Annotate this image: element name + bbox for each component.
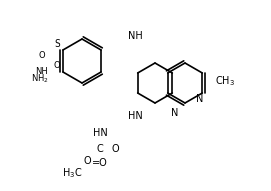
Text: NH: NH xyxy=(128,31,142,41)
Text: N: N xyxy=(196,94,204,104)
Text: S: S xyxy=(54,39,60,49)
Text: O: O xyxy=(111,144,119,154)
Text: $\mathregular{H_3C}$: $\mathregular{H_3C}$ xyxy=(62,166,82,180)
Text: O: O xyxy=(39,52,45,61)
Text: C: C xyxy=(97,144,103,154)
Text: NH: NH xyxy=(36,66,49,75)
Text: $\mathregular{NH_2}$: $\mathregular{NH_2}$ xyxy=(31,73,49,85)
Text: HN: HN xyxy=(93,128,107,138)
Text: O: O xyxy=(54,62,60,70)
Text: O: O xyxy=(83,156,91,166)
Text: HN: HN xyxy=(128,111,142,121)
Text: $\mathregular{CH_3}$: $\mathregular{CH_3}$ xyxy=(215,74,235,88)
Text: N: N xyxy=(171,108,179,118)
Text: =O: =O xyxy=(92,158,108,168)
